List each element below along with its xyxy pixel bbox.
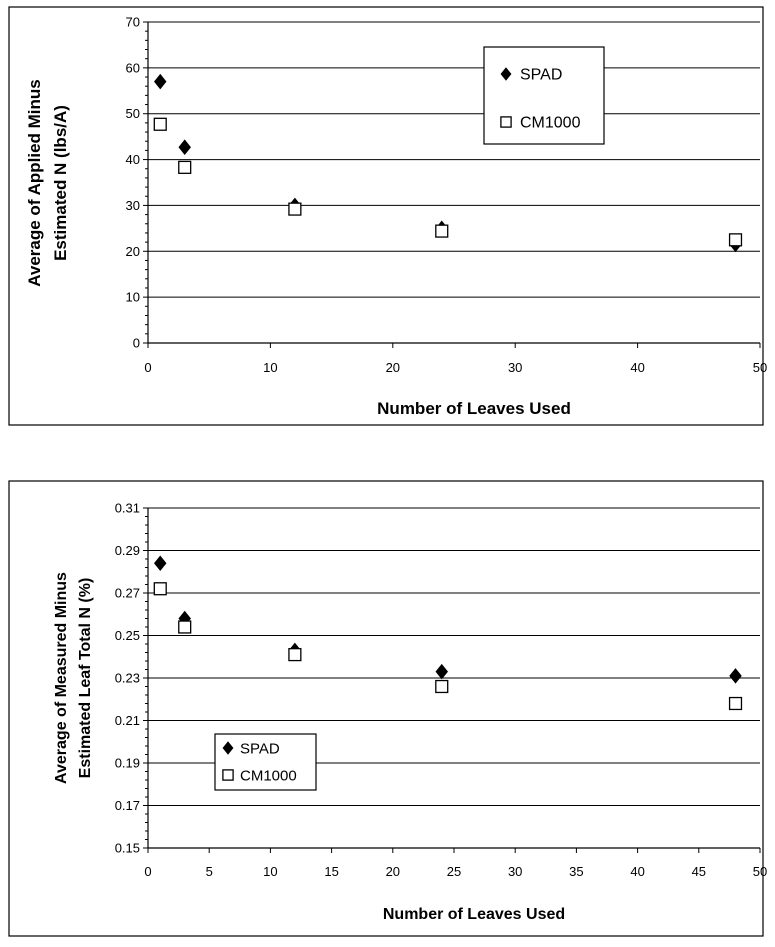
- x-tick-label: 50: [753, 360, 767, 375]
- y-tick-label: 0.25: [115, 628, 140, 643]
- chart-2: 0.15 0.17 0.19 0.21 0.23 0.25 0.27 0.29 0.31 0 5 10…: [8, 480, 767, 937]
- y-axis-title-line: Estimated N (lbs/A): [51, 105, 70, 261]
- y-tick-label: 0: [133, 336, 140, 351]
- spad-point: [178, 139, 191, 155]
- cm1000-point: [153, 582, 167, 596]
- legend-marker-spad: [500, 67, 512, 81]
- y-tick-label: 0.19: [115, 756, 140, 771]
- cm1000-point: [435, 679, 449, 694]
- x-tick-label: 50: [753, 864, 767, 879]
- y-tick-label: 0.29: [115, 543, 140, 558]
- cm1000-point: [288, 648, 302, 662]
- cm1000-point: [288, 202, 302, 216]
- legend-marker-cm1000: [222, 769, 234, 781]
- y-tick-label: 0.17: [115, 798, 140, 813]
- spad-point: [153, 555, 167, 572]
- legend-box: [483, 46, 605, 145]
- x-tick-label: 15: [324, 864, 338, 879]
- spad-point: [435, 663, 449, 680]
- y-tick-label: 70: [126, 15, 140, 30]
- y-axis-title-line: Average of Applied Minus: [25, 79, 44, 287]
- cm1000-point: [178, 620, 192, 634]
- legend: SPAD CM1000: [214, 733, 317, 791]
- legend: SPAD CM1000: [483, 46, 605, 145]
- x-tick-label: 30: [508, 864, 522, 879]
- x-tick-label: 20: [386, 864, 400, 879]
- y-tick-label: 60: [126, 60, 140, 75]
- y-axis-title-line: Average of Measured Minus: [53, 572, 70, 784]
- x-tick-label: 10: [263, 360, 277, 375]
- x-tick-label: 40: [630, 360, 644, 375]
- x-tick-label: 25: [447, 864, 461, 879]
- y-tick-label: 50: [126, 106, 140, 121]
- x-tick-label: 20: [386, 360, 400, 375]
- x-tick-label: 10: [263, 864, 277, 879]
- y-tick-label: 30: [126, 198, 140, 213]
- legend-marker-cm1000: [500, 116, 512, 128]
- y-tick-label: 0.23: [115, 671, 140, 686]
- y-tick-label: 10: [126, 290, 140, 305]
- cm1000-point: [728, 696, 743, 711]
- y-tick-label: 0.15: [115, 841, 140, 856]
- x-tick-label: 0: [144, 864, 151, 879]
- cm1000-point: [728, 233, 743, 247]
- x-axis-title: Number of Leaves Used: [383, 906, 565, 923]
- y-tick-label: 0.21: [115, 713, 140, 728]
- x-tick-label: 40: [630, 864, 644, 879]
- x-tick-label: 30: [508, 360, 522, 375]
- x-axis-title: Number of Leaves Used: [377, 399, 571, 418]
- y-tick-label: 0.31: [115, 501, 140, 516]
- y-tick-label: 20: [126, 244, 140, 259]
- x-tick-label: 0: [144, 360, 151, 375]
- cm1000-point: [178, 160, 192, 174]
- legend-label-spad: SPAD: [520, 67, 562, 84]
- y-axis-title-line: Estimated Leaf Total N (%): [77, 578, 94, 779]
- series-cm1000: [153, 582, 743, 711]
- legend-marker-spad: [222, 741, 234, 755]
- x-tick-label: 5: [206, 864, 213, 879]
- spad-point: [153, 73, 167, 90]
- spad-point: [729, 668, 742, 684]
- y-tick-label: 40: [126, 152, 140, 167]
- y-tick-label: 0.27: [115, 586, 140, 601]
- x-tick-label: 35: [569, 864, 583, 879]
- cm1000-point: [153, 117, 167, 131]
- legend-label-cm1000: CM1000: [240, 768, 297, 785]
- chart-frame: [8, 480, 764, 937]
- series-cm1000: [153, 117, 743, 247]
- legend-label-cm1000: CM1000: [520, 115, 581, 132]
- chart-1: 0 10 20 30 40 50 60 70 0 10 20 30 40 50 Number of Leav…: [8, 6, 767, 426]
- chart-frame: [8, 6, 764, 426]
- x-tick-label: 45: [692, 864, 706, 879]
- legend-label-spad: SPAD: [240, 741, 280, 758]
- cm1000-point: [435, 224, 449, 238]
